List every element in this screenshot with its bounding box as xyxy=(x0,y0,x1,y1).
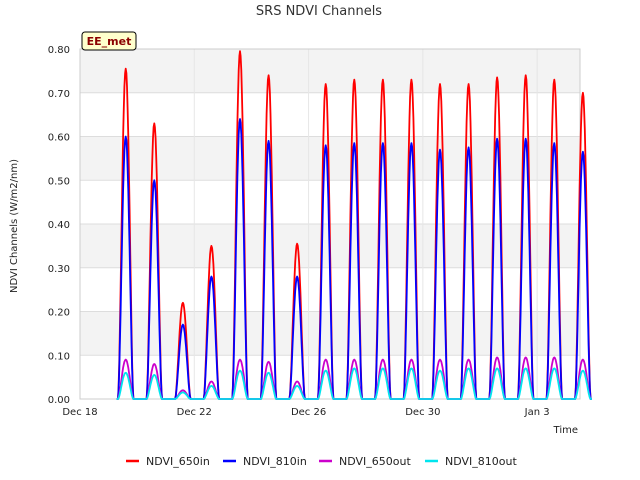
site-badge-text: EE_met xyxy=(87,35,132,48)
x-tick-label: Dec 18 xyxy=(62,407,97,418)
series-line-NDVI_810in xyxy=(116,118,592,400)
legend: NDVI_650in NDVI_810in NDVI_650out NDVI_810o… xyxy=(126,455,517,468)
x-tick-label: Jan 3 xyxy=(524,407,550,418)
plot-band xyxy=(80,92,580,137)
y-tick-label: 0.30 xyxy=(48,264,70,275)
y-tick-label: 0.70 xyxy=(48,89,70,100)
legend-item-NDVI_810in: NDVI_810in xyxy=(223,455,307,468)
y-tick-label: 0.60 xyxy=(48,133,70,144)
series-lines xyxy=(116,50,592,400)
plot-band xyxy=(80,49,580,93)
x-tick-label: Dec 30 xyxy=(405,407,440,418)
series-line-NDVI_810out xyxy=(116,367,592,400)
legend-label: NDVI_650in xyxy=(146,455,210,468)
chart-title: SRS NDVI Channels xyxy=(256,4,382,19)
legend-label: NDVI_650out xyxy=(339,455,411,468)
legend-item-NDVI_810out: NDVI_810out xyxy=(425,455,517,468)
y-tick-label: 0.10 xyxy=(48,351,70,362)
legend-item-NDVI_650out: NDVI_650out xyxy=(319,455,411,468)
y-tick-label: 0.20 xyxy=(48,308,70,319)
legend-label: NDVI_810in xyxy=(243,455,307,468)
y-tick-label: 0.80 xyxy=(48,45,70,56)
x-tick-label: Dec 26 xyxy=(291,407,326,418)
y-axis-label: NDVI Channels (W/m2/nm) xyxy=(9,159,20,293)
x-axis-ticks: Dec 18 Dec 22 Dec 26 Dec 30 Jan 3 xyxy=(62,407,549,418)
y-tick-label: 0.50 xyxy=(48,176,70,187)
y-tick-label: 0.00 xyxy=(48,395,70,406)
legend-label: NDVI_810out xyxy=(445,455,517,468)
x-tick-label: Dec 22 xyxy=(177,407,212,418)
x-axis-label: Time xyxy=(553,425,578,436)
site-badge: EE_met xyxy=(81,31,137,51)
legend-item-NDVI_650in: NDVI_650in xyxy=(126,455,210,468)
y-tick-label: 0.40 xyxy=(48,220,70,231)
y-axis-ticks: 0.00 0.10 0.20 0.30 0.40 0.50 0.60 0.70 0.80 xyxy=(48,45,70,406)
plot-band xyxy=(80,311,580,356)
